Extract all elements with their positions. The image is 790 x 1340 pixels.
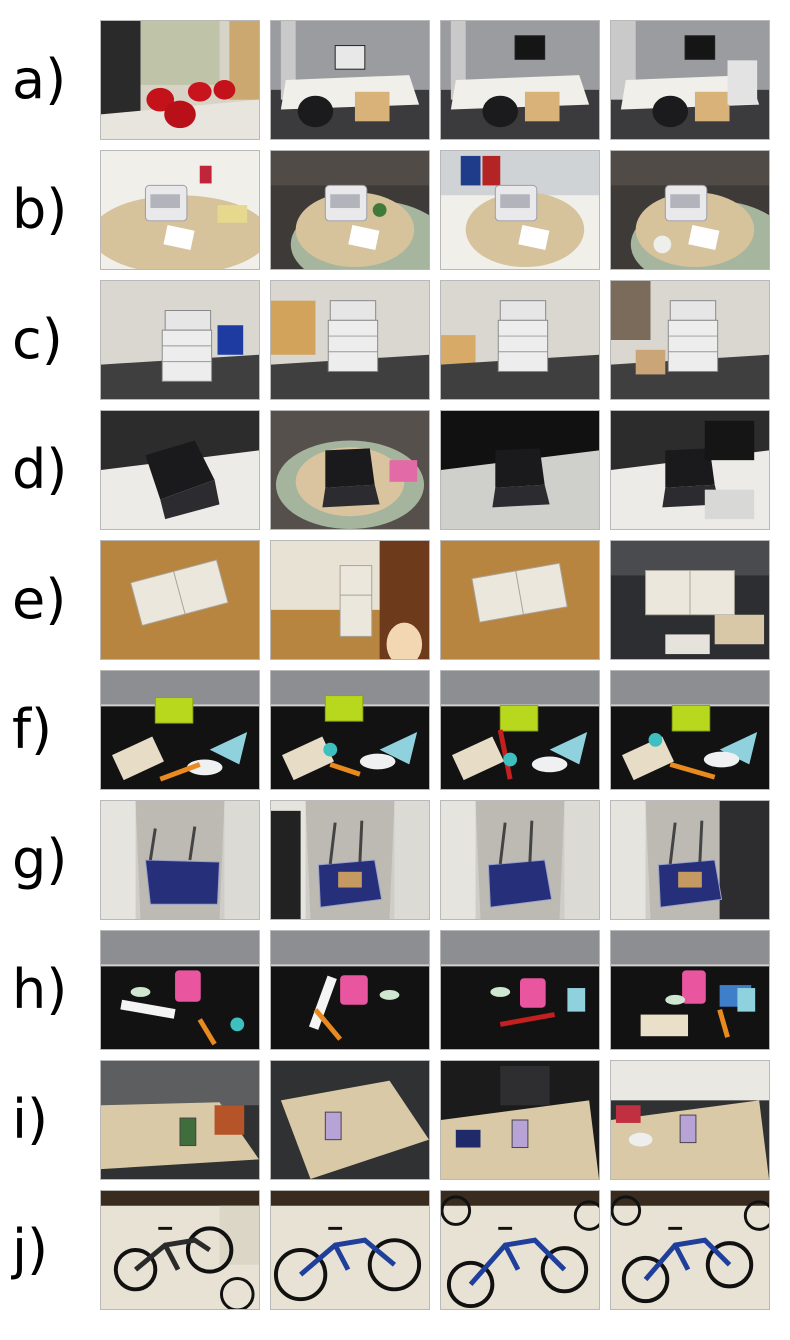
photo-bicycle-view-3 bbox=[440, 1190, 600, 1310]
photo-fridge-top-view bbox=[100, 540, 260, 660]
row-label: c) bbox=[12, 308, 63, 371]
photo-printer-by-desk bbox=[270, 280, 430, 400]
photo-carton-on-table-2 bbox=[270, 1060, 430, 1180]
photo-bucket-view-3 bbox=[440, 930, 600, 1050]
photo-laptop-on-desk bbox=[100, 410, 260, 530]
photo-cubicle-desk-with-chair bbox=[440, 20, 600, 140]
row-a: a) bbox=[0, 20, 790, 140]
photo-bicycle-view-2 bbox=[270, 1190, 430, 1310]
photo-printer-by-boxes bbox=[610, 280, 770, 400]
photo-scanner-on-sofa-table bbox=[610, 150, 770, 270]
row-label: g) bbox=[12, 828, 68, 891]
row-i: i) bbox=[0, 1060, 790, 1180]
row-f: f) bbox=[0, 670, 790, 790]
row-label: d) bbox=[12, 438, 68, 501]
photo-fridge-dark-room bbox=[610, 540, 770, 660]
photo-bicycle-view-4 bbox=[610, 1190, 770, 1310]
photo-cart-hallway-2 bbox=[270, 800, 430, 920]
row-h: h) bbox=[0, 930, 790, 1050]
photo-cluster-view-3 bbox=[440, 670, 600, 790]
row-e: e) bbox=[0, 540, 790, 660]
photo-carton-on-desk bbox=[440, 1060, 600, 1180]
photo-cart-hallway-3 bbox=[440, 800, 600, 920]
photo-cart-hallway-1 bbox=[100, 800, 260, 920]
row-j: j) bbox=[0, 1190, 790, 1310]
photo-fridge-in-kitchen bbox=[270, 540, 430, 660]
photo-cluster-view-4 bbox=[610, 670, 770, 790]
row-label: i) bbox=[12, 1088, 49, 1151]
row-d: d) bbox=[0, 410, 790, 530]
photo-printer-front-view bbox=[440, 280, 600, 400]
photo-carton-on-table-1 bbox=[100, 1060, 260, 1180]
photo-laptop-dark-desk bbox=[440, 410, 600, 530]
photo-scanner-near-bins bbox=[440, 150, 600, 270]
photo-cluster-view-2 bbox=[270, 670, 430, 790]
photo-red-lounge-chairs bbox=[100, 20, 260, 140]
row-label: j) bbox=[12, 1218, 49, 1281]
row-label: a) bbox=[12, 48, 67, 111]
photo-fridge-tilted-view bbox=[440, 540, 600, 660]
photo-bucket-view-1 bbox=[100, 930, 260, 1050]
row-label: f) bbox=[12, 698, 53, 761]
photo-laptop-on-round-table bbox=[270, 410, 430, 530]
row-label: h) bbox=[12, 958, 68, 1021]
row-g: g) bbox=[0, 800, 790, 920]
photo-scanner-on-round-table bbox=[270, 150, 430, 270]
photo-carton-on-cluttered-desk bbox=[610, 1060, 770, 1180]
photo-bicycle-view-1 bbox=[100, 1190, 260, 1310]
photo-bucket-view-4 bbox=[610, 930, 770, 1050]
photo-cubicle-desk-with-monitor bbox=[270, 20, 430, 140]
photo-scanner-on-desk bbox=[100, 150, 260, 270]
photo-desk-with-monitor-and-printer bbox=[610, 20, 770, 140]
photo-laptop-by-monitor bbox=[610, 410, 770, 530]
photo-bucket-view-2 bbox=[270, 930, 430, 1050]
row-label: e) bbox=[12, 568, 67, 631]
row-label: b) bbox=[12, 178, 68, 241]
row-b: b) bbox=[0, 150, 790, 270]
photo-printer-near-chair bbox=[100, 280, 260, 400]
photo-cluster-view-1 bbox=[100, 670, 260, 790]
row-c: c) bbox=[0, 280, 790, 400]
photo-cart-hallway-4 bbox=[610, 800, 770, 920]
